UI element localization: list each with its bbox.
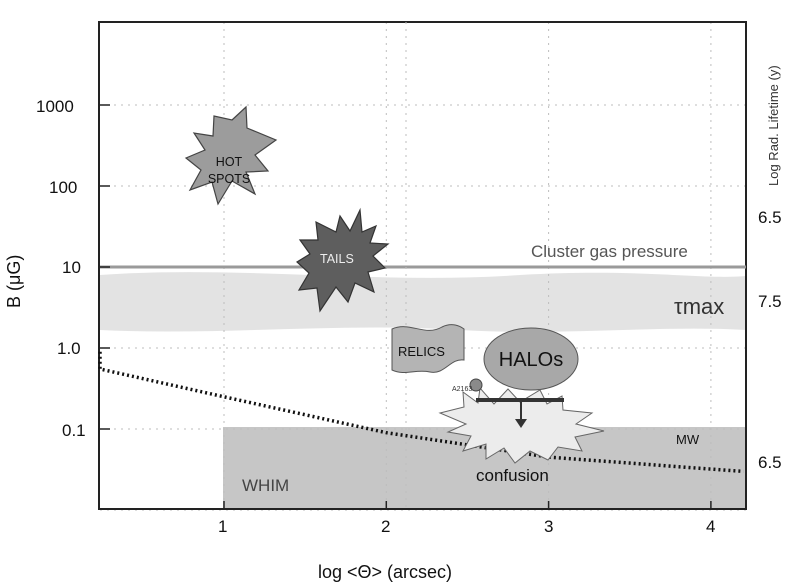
y-tick-label: 100 (49, 178, 77, 197)
tau-max-band (100, 272, 746, 332)
y-tick-marks (100, 104, 110, 430)
y2-axis-label: Log Rad. Lifetime (y) (766, 65, 781, 186)
tau-max-label: τmax (674, 294, 724, 319)
y2-tick-label: 7.5 (758, 292, 782, 311)
halos-label: HALOs (499, 349, 563, 371)
y-axis-label: B (μG) (4, 255, 24, 308)
confusion-label: confusion (476, 466, 549, 485)
mw-label: MW (676, 432, 700, 447)
whim-label: WHIM (242, 476, 289, 495)
confusion-limit-curve (98, 351, 744, 474)
a2163-label: A2163 (452, 386, 472, 393)
x-axis-label: log <Θ> (arcsec) (318, 562, 452, 582)
x-tick-label: 3 (544, 517, 553, 536)
y2-tick-label: 6.5 (758, 208, 782, 227)
x-tick-label: 1 (218, 517, 227, 536)
hot-spots-label: HOT (216, 155, 243, 169)
y-tick-label: 0.1 (62, 421, 86, 440)
hot-spots-label-line1: HOT (216, 155, 243, 169)
x-tick-marks (223, 501, 712, 509)
cluster-gas-pressure-label: Cluster gas pressure (531, 242, 688, 261)
x-tick-label: 4 (706, 517, 715, 536)
y-tick-label: 10 (62, 258, 81, 277)
y-tick-label: 1.0 (57, 339, 81, 358)
hot-spots-marker (184, 105, 278, 206)
halos-marker (483, 327, 579, 391)
a2163-dot (469, 378, 483, 392)
y2-tick-label: 6.5 (758, 453, 782, 472)
x-tick-label: 2 (381, 517, 390, 536)
relics-label: RELICS (398, 344, 445, 359)
a2163-arrow-head (515, 419, 527, 428)
y-tick-label: 1000 (36, 97, 74, 116)
tails-label: TAILS (320, 252, 354, 266)
hot-spots-label-line2: SPOTS (208, 172, 250, 186)
tails-marker (296, 207, 390, 313)
relics-marker (391, 324, 465, 373)
